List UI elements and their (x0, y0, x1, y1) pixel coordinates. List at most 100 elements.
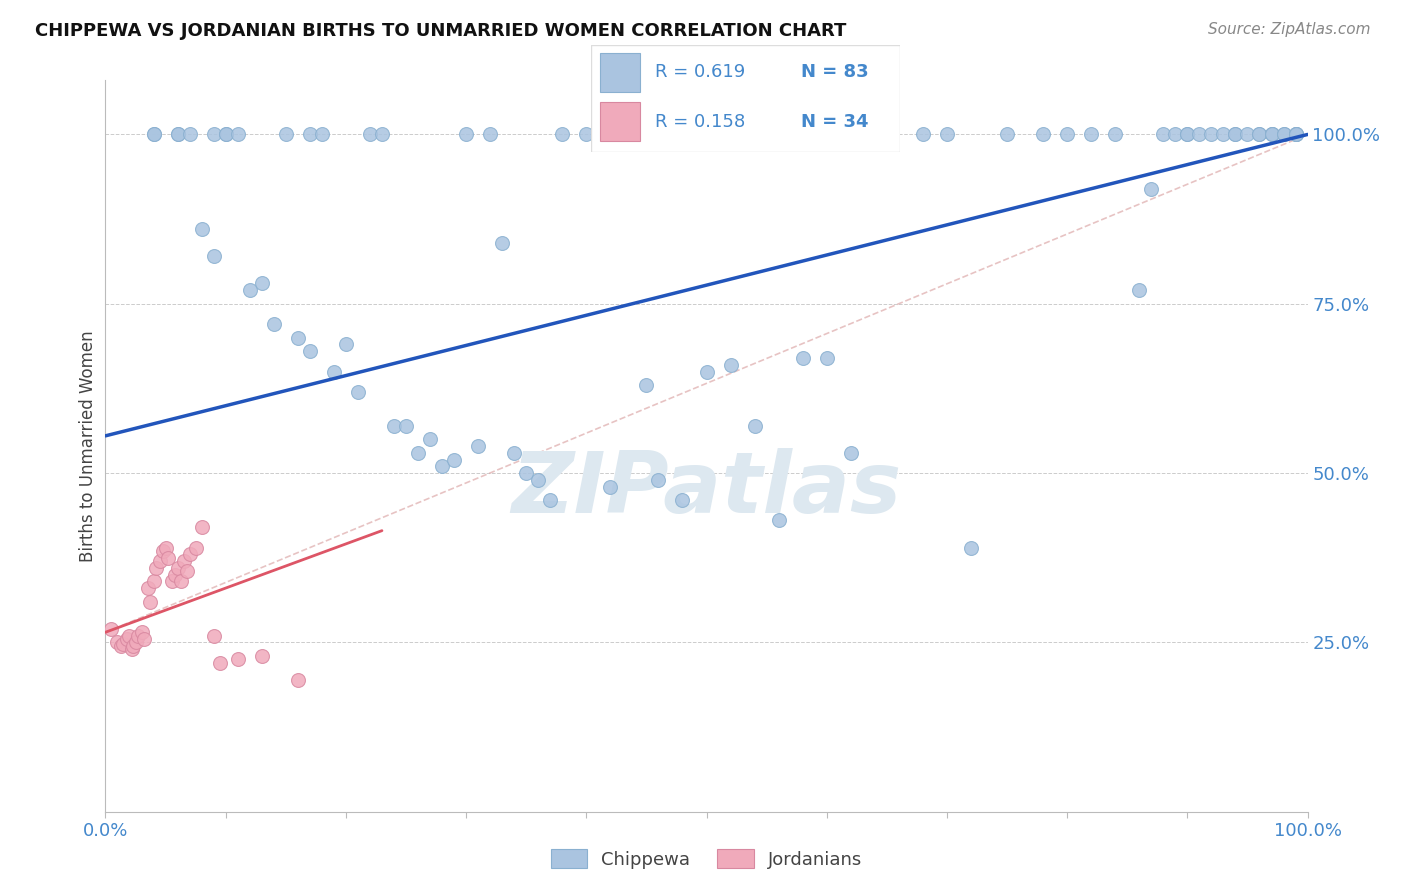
Point (287, 331, 309, 345)
Point (1164, 128, 1187, 142)
Point (274, 128, 297, 142)
Point (454, 128, 477, 142)
Point (226, 652, 249, 666)
Point (214, 128, 236, 142)
Point (395, 418, 418, 433)
Point (647, 473, 669, 487)
Point (1128, 283, 1150, 297)
Point (121, 642, 143, 657)
Point (1212, 128, 1234, 142)
Point (538, 493, 561, 508)
FancyBboxPatch shape (591, 45, 900, 152)
Point (382, 418, 405, 433)
Point (406, 446, 429, 460)
Point (179, 547, 201, 561)
Point (1284, 128, 1306, 142)
Legend: Chippewa, Jordanians: Chippewa, Jordanians (544, 842, 869, 876)
Text: R = 0.619: R = 0.619 (655, 63, 745, 81)
Point (239, 283, 262, 297)
Point (371, 128, 394, 142)
Point (551, 128, 574, 142)
Point (815, 351, 838, 365)
Point (127, 629, 149, 643)
Point (720, 358, 742, 372)
Point (110, 639, 132, 653)
Point (1140, 181, 1163, 195)
Point (792, 351, 814, 365)
Text: Source: ZipAtlas.com: Source: ZipAtlas.com (1208, 22, 1371, 37)
Y-axis label: Births to Unmarried Women: Births to Unmarried Women (79, 330, 97, 562)
Point (287, 673, 309, 687)
Point (636, 378, 658, 392)
Point (152, 544, 174, 558)
Point (142, 128, 165, 142)
Point (298, 128, 321, 142)
Point (184, 541, 207, 555)
Point (155, 541, 177, 555)
Point (250, 277, 273, 291)
Text: N = 83: N = 83 (801, 63, 869, 81)
FancyBboxPatch shape (600, 103, 640, 141)
Point (202, 629, 225, 643)
Text: R = 0.158: R = 0.158 (655, 112, 745, 130)
Point (1225, 128, 1247, 142)
Point (1272, 128, 1295, 142)
Point (122, 639, 145, 653)
Point (107, 635, 129, 649)
Point (112, 637, 135, 651)
Point (250, 648, 273, 663)
Point (1260, 128, 1282, 142)
Point (132, 632, 155, 646)
Point (1175, 128, 1198, 142)
Point (263, 317, 285, 331)
Point (347, 384, 370, 399)
Point (1104, 128, 1126, 142)
Text: N = 34: N = 34 (801, 112, 869, 130)
Point (1201, 128, 1223, 142)
Point (1272, 128, 1295, 142)
Point (173, 554, 195, 568)
Point (165, 567, 187, 582)
Point (335, 337, 357, 351)
Point (148, 554, 170, 568)
Point (142, 128, 165, 142)
Point (202, 249, 225, 263)
Point (575, 128, 598, 142)
Text: CHIPPEWA VS JORDANIAN BIRTHS TO UNMARRIED WOMEN CORRELATION CHART: CHIPPEWA VS JORDANIAN BIRTHS TO UNMARRIE… (35, 22, 846, 40)
Point (190, 222, 212, 236)
Point (1056, 128, 1078, 142)
Point (430, 459, 453, 474)
Point (124, 635, 146, 649)
Point (443, 452, 465, 467)
Point (166, 128, 188, 142)
Point (876, 128, 898, 142)
Point (136, 581, 159, 595)
Point (696, 364, 718, 378)
Point (936, 128, 959, 142)
Point (527, 473, 550, 487)
Point (166, 561, 188, 575)
Point (1249, 128, 1271, 142)
Point (359, 128, 381, 142)
Point (479, 128, 502, 142)
Point (1188, 128, 1211, 142)
Point (226, 128, 249, 142)
Point (768, 514, 790, 528)
Point (139, 595, 162, 609)
Point (156, 550, 179, 565)
Point (142, 574, 165, 589)
Point (311, 128, 333, 142)
Point (160, 574, 183, 589)
Point (515, 466, 537, 480)
Point (839, 446, 862, 460)
Point (1284, 128, 1306, 142)
Point (100, 622, 122, 636)
Point (214, 128, 236, 142)
Point (599, 480, 621, 494)
FancyBboxPatch shape (600, 54, 640, 92)
Point (1284, 128, 1306, 142)
Point (1225, 128, 1247, 142)
Point (671, 493, 693, 508)
Text: ZIPatlas: ZIPatlas (512, 449, 901, 532)
Point (503, 446, 526, 460)
